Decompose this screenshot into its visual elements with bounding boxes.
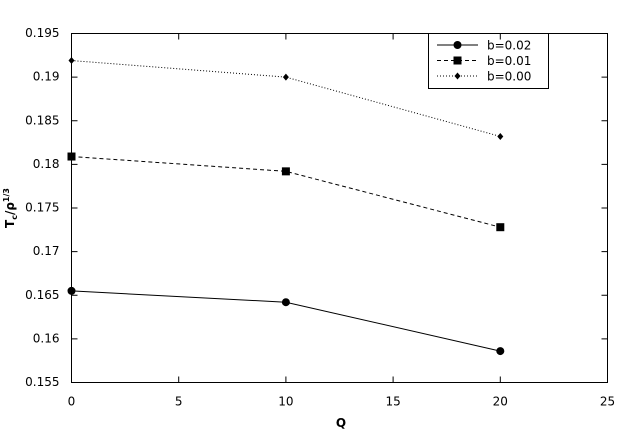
marker bbox=[496, 347, 505, 356]
y-tick-label: 0.17 bbox=[33, 244, 60, 258]
y-axis-label: Tc/ρ1/3 bbox=[2, 188, 19, 228]
marker bbox=[67, 286, 76, 295]
x-tick-label: 0 bbox=[68, 395, 76, 409]
marker bbox=[67, 152, 76, 161]
series-line bbox=[71, 156, 501, 228]
y-tick-label: 0.16 bbox=[33, 331, 60, 345]
y-tick-label: 0.165 bbox=[25, 288, 59, 302]
y-tick-label: 0.18 bbox=[33, 157, 60, 171]
y-tick-label: 0.185 bbox=[25, 113, 59, 127]
x-tick-label: 5 bbox=[175, 395, 183, 409]
marker bbox=[454, 72, 461, 80]
x-tick-label: 25 bbox=[600, 395, 615, 409]
marker bbox=[453, 41, 462, 49]
y-tick-label: 0.175 bbox=[25, 201, 59, 215]
marker bbox=[68, 57, 75, 65]
marker bbox=[281, 167, 290, 176]
y-tick-label: 0.155 bbox=[25, 375, 59, 389]
legend-label: b=0.01 bbox=[487, 54, 531, 68]
x-tick-label: 20 bbox=[493, 395, 508, 409]
series-line bbox=[71, 60, 501, 137]
y-label-sup: 1/3 bbox=[2, 188, 11, 202]
y-tick-label: 0.19 bbox=[33, 70, 60, 84]
x-tick-label: 15 bbox=[385, 395, 400, 409]
legend-label: b=0.02 bbox=[487, 39, 531, 53]
y-label-sub: c bbox=[10, 215, 19, 220]
y-label-base: T bbox=[3, 219, 17, 228]
marker bbox=[281, 298, 290, 307]
y-label-mid: /ρ bbox=[3, 202, 17, 215]
y-tick-label: 0.195 bbox=[25, 26, 59, 40]
marker bbox=[496, 223, 505, 232]
legend-box bbox=[428, 33, 549, 89]
marker bbox=[282, 73, 289, 81]
legend-label: b=0.00 bbox=[487, 70, 531, 84]
x-tick-label: 10 bbox=[278, 395, 293, 409]
marker bbox=[497, 132, 504, 140]
marker bbox=[453, 56, 462, 65]
x-axis-label: Q bbox=[336, 416, 346, 430]
